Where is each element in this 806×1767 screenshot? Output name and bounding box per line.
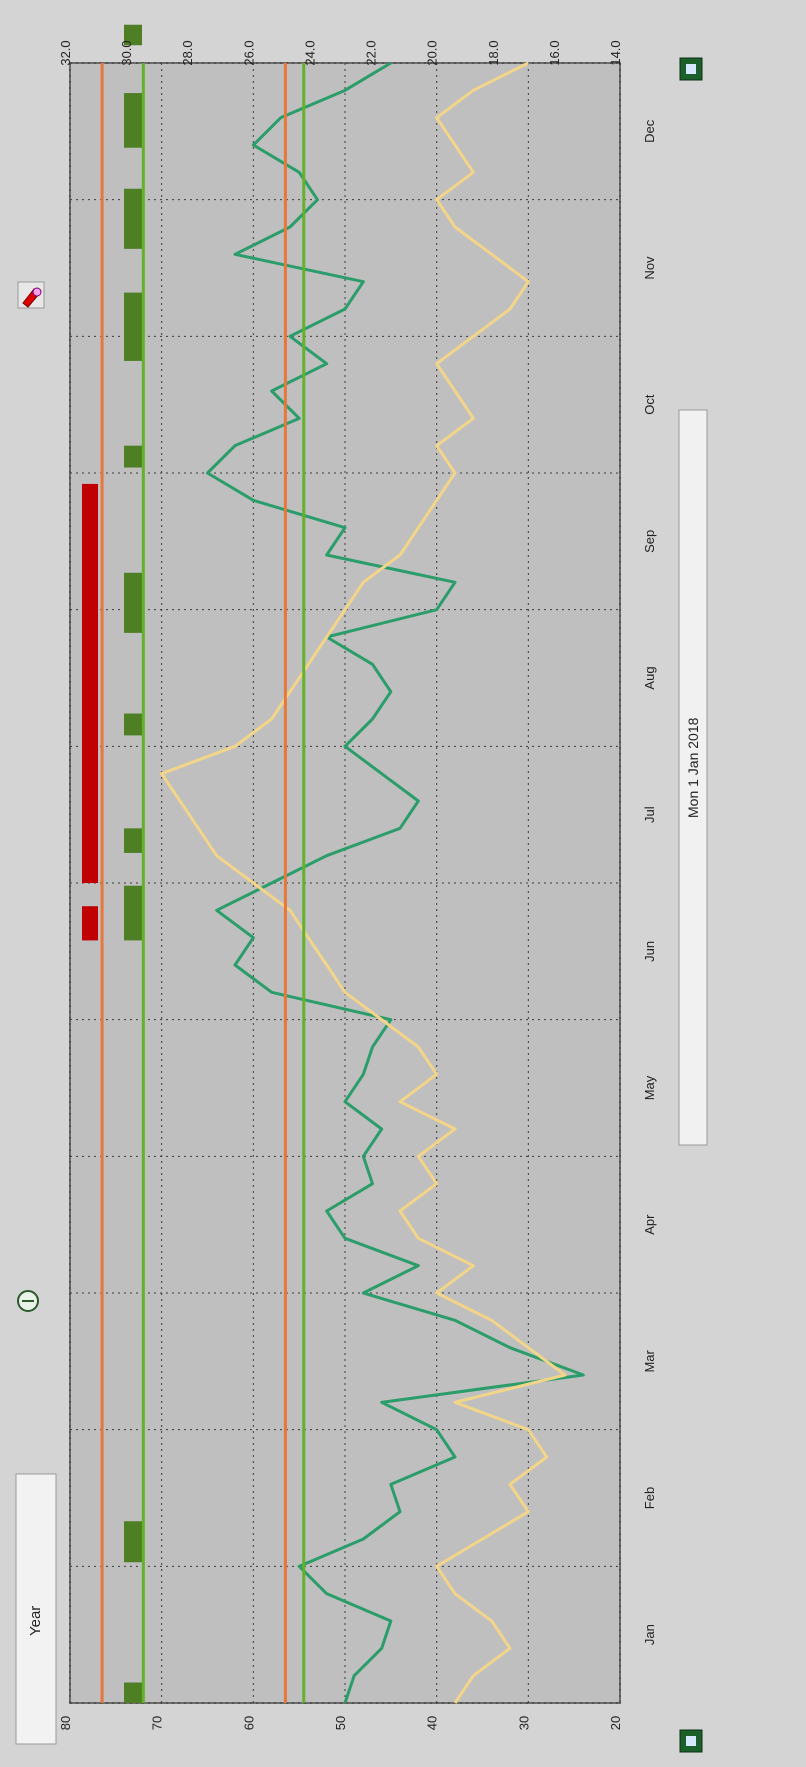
save-right-button[interactable]: [679, 57, 703, 81]
y-left-tick-label: 80: [58, 1716, 73, 1730]
red-band: [82, 906, 98, 941]
grid: [69, 62, 621, 1704]
green-series-line: [206, 61, 585, 1704]
pen-icon[interactable]: [17, 281, 45, 309]
month-label: Feb: [642, 1487, 657, 1509]
y-right-tick-label: 32.0: [58, 40, 73, 65]
y-right-tick-label: 14.0: [608, 40, 623, 65]
y-left-tick-label: 60: [241, 1716, 256, 1730]
y-left-tick-label: 20: [608, 1716, 623, 1730]
month-label: Mar: [642, 1349, 657, 1372]
red-band: [82, 483, 98, 883]
green-band: [124, 445, 142, 468]
y-axis-left: 20 30 40 50 60 70 80: [58, 1716, 623, 1730]
threshold-lines: [100, 63, 306, 1703]
period-selector[interactable]: Year: [15, 1473, 57, 1745]
month-label: Jan: [642, 1624, 657, 1645]
y-right-tick-label: 30.0: [119, 40, 134, 65]
zoom-out-button[interactable]: [17, 1290, 39, 1312]
y-left-tick-label: 70: [150, 1716, 165, 1730]
y-right-tick-label: 20.0: [425, 40, 440, 65]
y-left-tick-label: 40: [425, 1716, 440, 1730]
yellow-series-line: [160, 61, 567, 1704]
green-band: [124, 1682, 142, 1703]
y-left-tick-label: 50: [333, 1716, 348, 1730]
green-band: [124, 572, 142, 633]
green-band: [124, 885, 142, 941]
month-label: Apr: [642, 1214, 657, 1235]
month-label: Jun: [642, 941, 657, 962]
y-right-tick-label: 28.0: [180, 40, 195, 65]
green-band: [124, 188, 142, 249]
date-field[interactable]: Mon 1 Jan 2018: [678, 409, 708, 1146]
month-label: Oct: [642, 394, 657, 415]
y-right-tick-label: 22.0: [364, 40, 379, 65]
green-band: [124, 828, 142, 853]
green-band: [124, 24, 142, 46]
green-band: [124, 1521, 142, 1563]
y-right-tick-label: 18.0: [486, 40, 501, 65]
y-axis-right: 14.0 16.0 18.0 20.0 22.0 24.0 26.0 28.0 30.0 32.0: [58, 40, 623, 65]
series: [160, 61, 585, 1704]
date-field-value: Mon 1 Jan 2018: [685, 717, 701, 818]
period-selector-value: Year: [27, 1606, 44, 1636]
month-label: Sep: [642, 530, 657, 553]
month-label: Jul: [642, 806, 657, 823]
bands-top: [82, 24, 142, 1703]
y-right-tick-label: 24.0: [302, 40, 317, 65]
month-label: May: [642, 1075, 657, 1100]
month-label: Aug: [642, 666, 657, 689]
month-label: Nov: [642, 256, 657, 280]
green-band: [124, 292, 142, 361]
green-band: [124, 713, 142, 736]
month-label: Dec: [642, 119, 657, 143]
y-right-tick-label: 16.0: [547, 40, 562, 65]
save-left-button[interactable]: [679, 1729, 703, 1753]
x-axis-months: Jan Feb Mar Apr May Jun Jul Aug Sep Oct Nov Dec: [642, 119, 657, 1645]
green-band: [124, 93, 142, 148]
y-right-tick-label: 26.0: [241, 40, 256, 65]
y-left-tick-label: 30: [516, 1716, 531, 1730]
